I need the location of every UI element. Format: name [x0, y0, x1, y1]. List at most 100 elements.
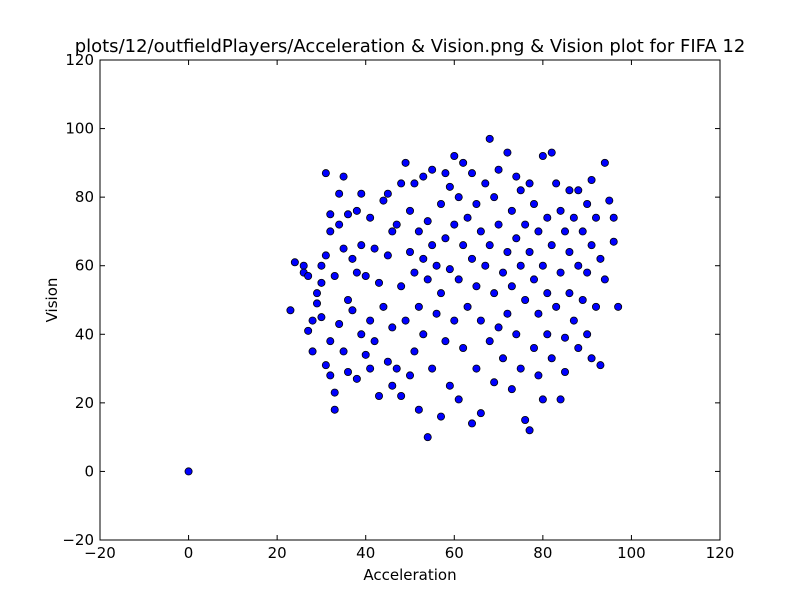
scatter-point	[410, 268, 419, 277]
scatter-point	[321, 251, 330, 260]
scatter-point	[383, 251, 392, 260]
scatter-point	[410, 347, 419, 356]
scatter-point	[605, 196, 614, 205]
scatter-point	[534, 227, 543, 236]
scatter-point	[530, 343, 539, 352]
scatter-point	[428, 165, 437, 174]
scatter-point	[459, 343, 468, 352]
scatter-point	[335, 220, 344, 229]
scatter-point	[335, 189, 344, 198]
scatter-point	[392, 220, 401, 229]
scatter-point	[530, 275, 539, 284]
scatter-point	[503, 247, 512, 256]
scatter-point	[352, 374, 361, 383]
y-axis-label: Vision	[43, 278, 61, 323]
scatter-point	[534, 309, 543, 318]
scatter-point	[326, 371, 335, 380]
scatter-point	[512, 234, 521, 243]
scatter-point	[397, 282, 406, 291]
scatter-point	[507, 206, 516, 215]
scatter-point	[494, 220, 503, 229]
scatter-point	[467, 169, 476, 178]
scatter-point	[397, 179, 406, 188]
scatter-point	[352, 268, 361, 277]
scatter-point	[516, 261, 525, 270]
scatter-point	[330, 388, 339, 397]
scatter-point	[569, 316, 578, 325]
scatter-point	[348, 254, 357, 263]
scatter-point	[361, 350, 370, 359]
scatter-point	[414, 227, 423, 236]
y-tick-label: 0	[84, 462, 94, 480]
scatter-point	[565, 186, 574, 195]
scatter-point	[308, 347, 317, 356]
scatter-point	[467, 254, 476, 263]
y-tick-label: 120	[65, 51, 94, 69]
scatter-point	[383, 189, 392, 198]
x-tick-label: 40	[356, 544, 375, 562]
scatter-point	[339, 244, 348, 253]
scatter-point	[463, 302, 472, 311]
scatter-point	[485, 134, 494, 143]
scatter-point	[414, 405, 423, 414]
scatter-point	[556, 268, 565, 277]
x-tick-label: 80	[533, 544, 552, 562]
y-tick-label: 20	[75, 394, 94, 412]
scatter-point	[498, 354, 507, 363]
scatter-point	[388, 323, 397, 332]
scatter-point	[286, 306, 295, 315]
scatter-point	[561, 227, 570, 236]
scatter-point	[476, 227, 485, 236]
scatter-point	[312, 289, 321, 298]
scatter-point	[321, 169, 330, 178]
scatter-point	[490, 289, 499, 298]
scatter-point	[419, 254, 428, 263]
scatter-point	[574, 343, 583, 352]
scatter-point	[587, 175, 596, 184]
scatter-point	[516, 364, 525, 373]
scatter-point	[326, 210, 335, 219]
scatter-point	[583, 330, 592, 339]
scatter-point	[450, 316, 459, 325]
scatter-point	[565, 289, 574, 298]
scatter-point	[467, 419, 476, 428]
y-tick-label: 60	[75, 257, 94, 275]
scatter-point	[445, 265, 454, 274]
scatter-point	[503, 148, 512, 157]
scatter-point	[574, 261, 583, 270]
scatter-point	[538, 151, 547, 160]
scatter-point	[388, 381, 397, 390]
scatter-point	[428, 364, 437, 373]
scatter-point	[454, 193, 463, 202]
scatter-point	[357, 241, 366, 250]
scatter-point	[317, 313, 326, 322]
scatter-point	[419, 172, 428, 181]
scatter-point	[343, 210, 352, 219]
x-tick-label: 60	[445, 544, 464, 562]
scatter-point	[308, 316, 317, 325]
scatter-point	[614, 302, 623, 311]
scatter-point	[312, 299, 321, 308]
scatter-point	[348, 306, 357, 315]
scatter-point	[494, 323, 503, 332]
scatter-point	[343, 295, 352, 304]
scatter-point	[507, 282, 516, 291]
scatter-point	[476, 409, 485, 418]
scatter-point	[578, 227, 587, 236]
chart-title: plots/12/outfieldPlayers/Acceleration & …	[75, 36, 746, 57]
scatter-point	[184, 467, 193, 476]
scatter-point	[392, 364, 401, 373]
scatter-point	[339, 347, 348, 356]
scatter-point	[432, 309, 441, 318]
scatter-point	[361, 271, 370, 280]
scatter-point	[521, 295, 530, 304]
scatter-point	[472, 364, 481, 373]
scatter-point	[335, 319, 344, 328]
scatter-point	[423, 217, 432, 226]
scatter-point	[405, 371, 414, 380]
scatter-point	[578, 295, 587, 304]
scatter-point	[494, 165, 503, 174]
scatter-point	[414, 302, 423, 311]
scatter-point	[596, 254, 605, 263]
